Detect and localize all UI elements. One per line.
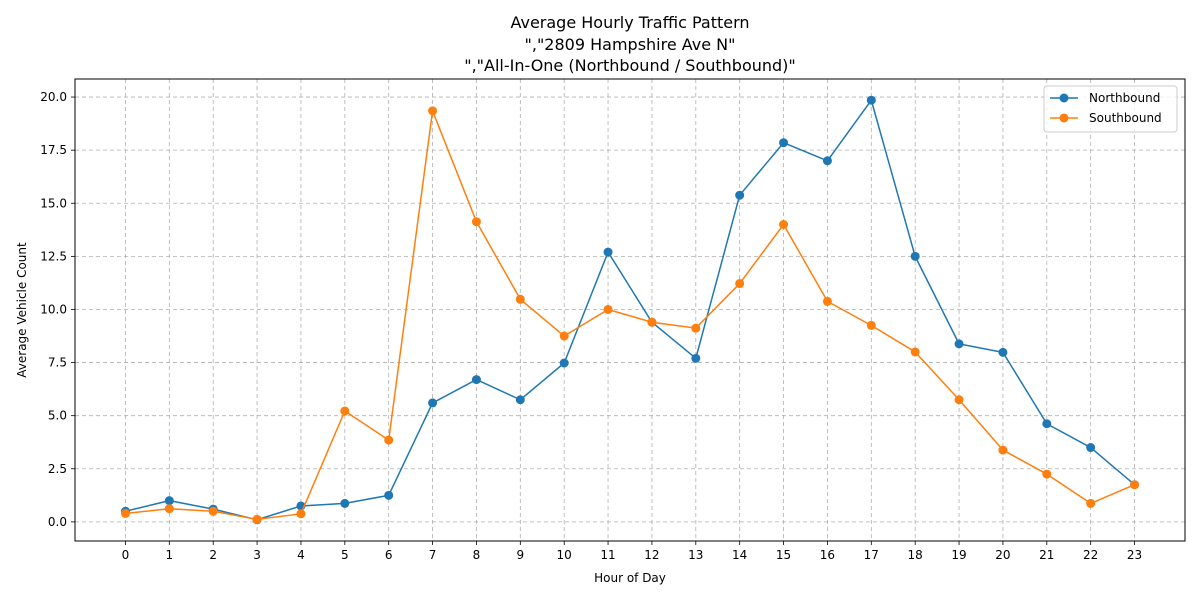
- southbound-point: [515, 294, 525, 304]
- y-tick-label: 2.5: [48, 462, 67, 476]
- x-tick-label: 7: [429, 548, 437, 562]
- legend-label-northbound: Northbound: [1089, 91, 1160, 105]
- y-tick-label: 20.0: [40, 90, 67, 104]
- northbound-point: [691, 353, 701, 363]
- northbound-point: [603, 247, 613, 257]
- x-tick-label: 6: [385, 548, 393, 562]
- x-tick-label: 21: [1039, 548, 1054, 562]
- southbound-point: [1042, 469, 1052, 479]
- southbound-point: [954, 395, 964, 405]
- y-tick-label: 17.5: [40, 143, 67, 157]
- x-tick-label: 2: [209, 548, 217, 562]
- northbound-point: [428, 398, 438, 408]
- northbound-point: [954, 339, 964, 349]
- northbound-line: [125, 99, 1136, 521]
- southbound-point: [691, 323, 701, 333]
- northbound-point: [164, 496, 174, 506]
- northbound-point: [822, 156, 832, 166]
- southbound-point: [340, 406, 350, 416]
- chart-title: Average Hourly Traffic Pattern ","2809 H…: [464, 13, 796, 75]
- northbound-point: [1086, 443, 1096, 453]
- legend-label-southbound: Southbound: [1089, 111, 1162, 125]
- x-tick-label: 0: [122, 548, 130, 562]
- y-tick-label: 15.0: [40, 196, 67, 210]
- southbound-point: [910, 347, 920, 357]
- northbound-point: [735, 190, 745, 200]
- series-northbound: [120, 95, 1140, 525]
- southbound-point: [735, 279, 745, 289]
- southbound-point: [252, 514, 262, 524]
- x-tick-label: 3: [253, 548, 261, 562]
- northbound-point: [340, 498, 350, 508]
- y-axis-label: Average Vehicle Count: [15, 242, 29, 378]
- northbound-point: [910, 251, 920, 261]
- southbound-point: [120, 508, 130, 518]
- southbound-line: [125, 110, 1135, 521]
- legend: Northbound Southbound: [1043, 85, 1178, 133]
- y-tick-label: 10.0: [40, 302, 67, 316]
- southbound-point: [559, 331, 569, 341]
- southbound-point: [1130, 480, 1140, 490]
- x-tick-label: 11: [600, 548, 615, 562]
- southbound-point: [647, 317, 657, 327]
- y-tick-label: 0.0: [48, 515, 67, 529]
- x-tick-label: 14: [732, 548, 747, 562]
- x-tick-label: 22: [1083, 548, 1098, 562]
- x-tick-label: 4: [297, 548, 305, 562]
- northbound-point: [866, 95, 876, 105]
- southbound-point: [208, 506, 218, 516]
- series-layer: [120, 95, 1140, 525]
- southbound-point: [866, 320, 876, 330]
- x-tick-label: 23: [1127, 548, 1142, 562]
- y-tick-label: 12.5: [40, 249, 67, 263]
- x-tick-label: 13: [688, 548, 703, 562]
- northbound-point: [515, 395, 525, 405]
- southbound-point: [296, 509, 306, 519]
- x-tick-label: 5: [341, 548, 349, 562]
- x-tick-label: 19: [951, 548, 966, 562]
- y-tick-label: 5.0: [48, 409, 67, 423]
- title-line-2: ","2809 Hampshire Ave N": [525, 35, 736, 54]
- southbound-point: [471, 217, 481, 227]
- x-tick-label: 16: [820, 548, 835, 562]
- northbound-point: [471, 375, 481, 385]
- southbound-point: [428, 106, 438, 116]
- x-tick-label: 12: [644, 548, 659, 562]
- x-tick-label: 17: [864, 548, 879, 562]
- x-tick-label: 15: [776, 548, 791, 562]
- title-line-3: ","All-In-One (Northbound / Southbound)": [464, 56, 796, 75]
- northbound-point: [559, 358, 569, 368]
- northbound-point: [779, 138, 789, 148]
- title-line-1: Average Hourly Traffic Pattern: [510, 13, 749, 32]
- x-tick-label: 10: [557, 548, 572, 562]
- legend-marker-southbound: [1059, 113, 1069, 123]
- legend-marker-northbound: [1059, 93, 1069, 103]
- northbound-point: [1042, 419, 1052, 429]
- x-tick-label: 9: [516, 548, 524, 562]
- x-tick-label: 8: [473, 548, 481, 562]
- southbound-point: [779, 220, 789, 230]
- x-tick-label: 20: [995, 548, 1010, 562]
- southbound-point: [822, 296, 832, 306]
- x-axis-label: Hour of Day: [594, 571, 666, 585]
- axis-ticks: 0 1 2 3 4 5 6 7 8 9 10 11 12 13 14 15 16 17 18 19 20 21 22 230.…: [40, 90, 1142, 562]
- southbound-point: [1086, 498, 1096, 508]
- southbound-point: [384, 435, 394, 445]
- x-tick-label: 1: [166, 548, 174, 562]
- y-tick-label: 7.5: [48, 356, 67, 370]
- series-southbound: [120, 106, 1140, 524]
- northbound-point: [384, 490, 394, 500]
- x-tick-label: 18: [908, 548, 923, 562]
- northbound-point: [998, 347, 1008, 357]
- southbound-point: [603, 304, 613, 314]
- plot-frame: [74, 78, 1186, 542]
- southbound-point: [998, 445, 1008, 455]
- southbound-point: [164, 504, 174, 514]
- grid: [75, 79, 1185, 541]
